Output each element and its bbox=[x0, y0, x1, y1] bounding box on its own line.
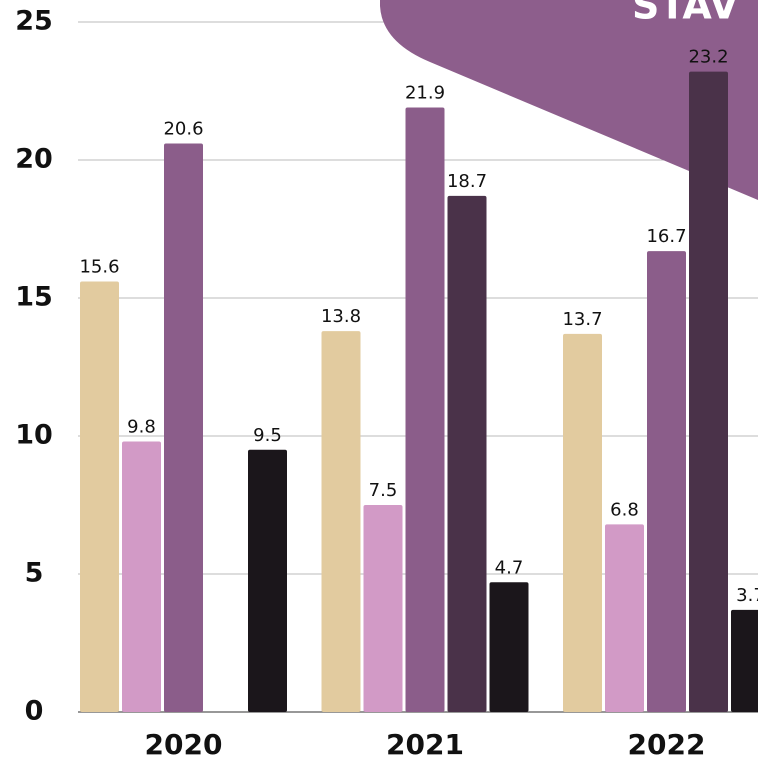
data-label: 13.8 bbox=[321, 306, 361, 327]
data-label: 21.9 bbox=[405, 83, 445, 104]
x-tick-label: 2021 bbox=[386, 728, 464, 760]
bar bbox=[80, 281, 119, 712]
bar bbox=[363, 505, 403, 712]
y-tick-label: 25 bbox=[15, 6, 53, 37]
data-label: 15.6 bbox=[79, 256, 119, 277]
bar bbox=[489, 582, 529, 712]
data-label: 6.8 bbox=[610, 499, 639, 520]
data-label: 9.5 bbox=[253, 425, 282, 446]
y-tick-label: 20 bbox=[15, 144, 53, 175]
bar bbox=[447, 195, 487, 712]
data-label: 23.2 bbox=[688, 47, 728, 68]
bar bbox=[321, 331, 361, 712]
y-tick-label: 5 bbox=[25, 558, 44, 589]
y-tick-label: 15 bbox=[15, 282, 53, 313]
data-label: 3.7 bbox=[736, 585, 758, 606]
bar bbox=[647, 251, 686, 712]
x-tick-label: 2020 bbox=[145, 728, 223, 760]
x-tick-label: 2022 bbox=[628, 728, 706, 760]
data-label: 18.7 bbox=[447, 171, 487, 192]
bar bbox=[164, 143, 203, 712]
data-label: 7.5 bbox=[369, 480, 398, 501]
bar bbox=[563, 333, 602, 712]
decor-shape bbox=[380, 0, 758, 200]
data-label: 13.7 bbox=[562, 309, 602, 330]
bar bbox=[605, 524, 644, 712]
bar bbox=[248, 449, 287, 712]
bar bbox=[689, 71, 728, 713]
y-tick-label: 10 bbox=[15, 420, 53, 451]
bars: 15.6 9.8 20.6 9.5 13.8 7.5 21.9 18.7 4.7 13.7 6.8 1… bbox=[79, 47, 758, 713]
data-label: 16.7 bbox=[646, 226, 686, 247]
y-tick-label: 0 bbox=[25, 696, 44, 727]
chart-title: STAV bbox=[632, 0, 739, 28]
bar bbox=[731, 609, 758, 712]
bar bbox=[122, 441, 161, 712]
data-label: 9.8 bbox=[127, 417, 156, 438]
data-label: 4.7 bbox=[495, 557, 524, 578]
data-label: 20.6 bbox=[163, 118, 203, 139]
bar bbox=[405, 107, 445, 712]
